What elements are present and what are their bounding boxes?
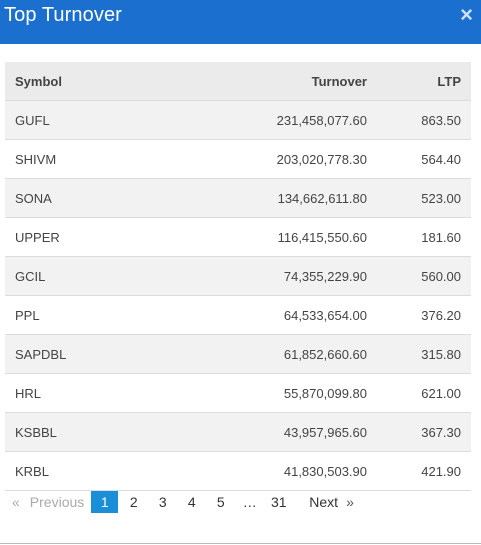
ltp-cell: 523.00 bbox=[371, 178, 471, 218]
table-header-row: Symbol Turnover LTP bbox=[5, 62, 471, 101]
ltp-cell: 560.00 bbox=[371, 256, 471, 296]
turnover-cell: 55,870,099.80 bbox=[187, 373, 371, 413]
page-3-button[interactable]: 3 bbox=[158, 494, 167, 510]
next-button[interactable]: Next bbox=[309, 494, 339, 510]
symbol-cell: PPL bbox=[5, 295, 187, 335]
table-body: GUFL 231,458,077.60 863.50 SHIVM 203,020,778… bbox=[5, 100, 471, 491]
symbol-cell: GCIL bbox=[5, 256, 187, 296]
symbol-cell: KSBBL bbox=[5, 412, 187, 452]
turnover-cell: 116,415,550.60 bbox=[187, 217, 371, 257]
ltp-cell: 621.00 bbox=[371, 373, 471, 413]
turnover-cell: 64,533,654.00 bbox=[187, 295, 371, 335]
ltp-cell: 181.60 bbox=[371, 217, 471, 257]
turnover-cell: 61,852,660.60 bbox=[187, 334, 371, 374]
ltp-cell: 863.50 bbox=[371, 100, 471, 140]
modal-title: Top Turnover bbox=[4, 3, 122, 26]
table-row[interactable]: GCIL 74,355,229.90 560.00 bbox=[5, 256, 471, 296]
symbol-cell: KRBL bbox=[5, 451, 187, 491]
table-row[interactable]: GUFL 231,458,077.60 863.50 bbox=[5, 100, 471, 140]
page-ellipsis: … bbox=[242, 494, 257, 510]
symbol-cell: GUFL bbox=[5, 100, 187, 140]
table-row[interactable]: KRBL 41,830,503.90 421.90 bbox=[5, 451, 471, 491]
close-icon[interactable]: × bbox=[460, 2, 473, 27]
page-5-button[interactable]: 5 bbox=[216, 494, 225, 510]
turnover-cell: 41,830,503.90 bbox=[187, 451, 371, 491]
symbol-cell: SONA bbox=[5, 178, 187, 218]
column-header-symbol[interactable]: Symbol bbox=[5, 62, 187, 101]
table-row[interactable]: KSBBL 43,957,965.60 367.30 bbox=[5, 412, 471, 452]
turnover-table: Symbol Turnover LTP GUFL 231,458,077.60 86… bbox=[5, 62, 471, 491]
table-row[interactable]: SHIVM 203,020,778.30 564.40 bbox=[5, 139, 471, 179]
page-1-button[interactable]: 1 bbox=[91, 491, 119, 513]
table-row[interactable]: SONA 134,662,611.80 523.00 bbox=[5, 178, 471, 218]
turnover-cell: 74,355,229.90 bbox=[187, 256, 371, 296]
page-numbers: 1 2 3 4 5 … 31 bbox=[90, 491, 293, 513]
ltp-cell: 376.20 bbox=[371, 295, 471, 335]
page-2-button[interactable]: 2 bbox=[129, 494, 138, 510]
symbol-cell: UPPER bbox=[5, 217, 187, 257]
divider bbox=[0, 543, 481, 544]
column-header-ltp[interactable]: LTP bbox=[371, 62, 471, 101]
table-row[interactable]: SAPDBL 61,852,660.60 315.80 bbox=[5, 334, 471, 374]
turnover-cell: 203,020,778.30 bbox=[187, 139, 371, 179]
ltp-cell: 421.90 bbox=[371, 451, 471, 491]
turnover-cell: 134,662,611.80 bbox=[187, 178, 371, 218]
previous-arrow-icon: « bbox=[12, 494, 20, 510]
symbol-cell: SHIVM bbox=[5, 139, 187, 179]
page-31-button[interactable]: 31 bbox=[270, 494, 287, 510]
ltp-cell: 315.80 bbox=[371, 334, 471, 374]
ltp-cell: 367.30 bbox=[371, 412, 471, 452]
turnover-cell: 43,957,965.60 bbox=[187, 412, 371, 452]
turnover-cell: 231,458,077.60 bbox=[187, 100, 371, 140]
ltp-cell: 564.40 bbox=[371, 139, 471, 179]
modal-header: Top Turnover × bbox=[0, 0, 481, 44]
table-row[interactable]: UPPER 116,415,550.60 181.60 bbox=[5, 217, 471, 257]
page-4-button[interactable]: 4 bbox=[187, 494, 196, 510]
table-row[interactable]: HRL 55,870,099.80 621.00 bbox=[5, 373, 471, 413]
pagination: « Previous 1 2 3 4 5 … 31 Next » bbox=[8, 491, 356, 513]
symbol-cell: HRL bbox=[5, 373, 187, 413]
previous-button: Previous bbox=[29, 494, 85, 510]
symbol-cell: SAPDBL bbox=[5, 334, 187, 374]
table-row[interactable]: PPL 64,533,654.00 376.20 bbox=[5, 295, 471, 335]
next-arrow-icon[interactable]: » bbox=[346, 494, 354, 510]
column-header-turnover[interactable]: Turnover bbox=[187, 62, 371, 101]
